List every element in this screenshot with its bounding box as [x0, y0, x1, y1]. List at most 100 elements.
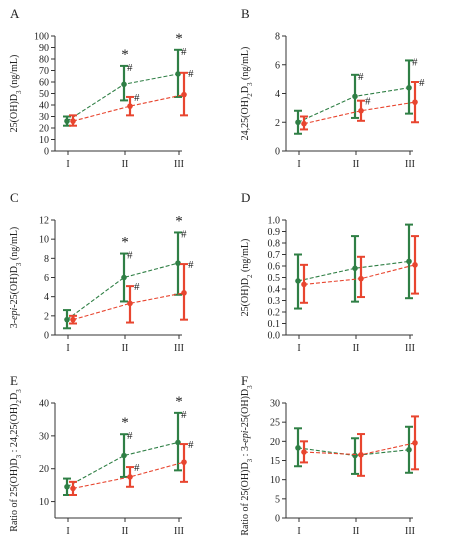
- significance-hash-green: #: [412, 56, 418, 68]
- y-tick-label: 12: [39, 216, 49, 227]
- y-tick-label: 4: [275, 89, 280, 100]
- series-line-green: [66, 73, 179, 122]
- y-tick-label: 100: [34, 32, 49, 43]
- significance-hash-red: #: [365, 96, 371, 108]
- series-line-red: [72, 94, 185, 122]
- data-point-green: [352, 452, 358, 459]
- y-axis-label: Ratio of 25(OH)D3 : 24,25(OH)2D3: [9, 389, 23, 532]
- significance-star: *: [121, 415, 129, 431]
- y-tick-label: 10: [39, 235, 49, 246]
- x-tick-label: II: [353, 159, 360, 170]
- panel-label: C: [10, 190, 19, 205]
- significance-star: *: [121, 235, 129, 251]
- significance-hash-green: #: [181, 46, 187, 58]
- data-point-green: [295, 445, 301, 451]
- y-axis-label: 3-epi-25(OH)D3 (ng/mL): [9, 227, 23, 329]
- y-tick-label: 20: [39, 464, 49, 475]
- data-point-red: [301, 281, 307, 288]
- y-tick-label: 0.1: [268, 319, 281, 330]
- data-point-red: [127, 103, 133, 109]
- y-tick-label: 30: [270, 399, 280, 410]
- data-point-green: [121, 452, 127, 459]
- y-tick-label: 70: [39, 66, 49, 77]
- significance-hash-red: #: [134, 462, 140, 474]
- y-tick-label: 15: [270, 456, 280, 467]
- data-point-green: [175, 71, 181, 77]
- panel-label: D: [241, 190, 250, 205]
- x-tick-label: I: [297, 159, 300, 170]
- data-point-red: [70, 485, 76, 492]
- data-point-red: [412, 440, 418, 446]
- x-tick-label: II: [353, 526, 360, 537]
- data-point-red: [127, 474, 133, 480]
- y-tick-label: 20: [270, 437, 280, 448]
- y-axis-label: 24,25(OH)2D3 (ng/mL): [240, 47, 254, 141]
- y-tick-label: 8: [275, 32, 280, 43]
- y-tick-label: 8: [44, 254, 49, 265]
- panel-label: A: [10, 6, 20, 21]
- panel-label: F: [241, 373, 248, 388]
- x-tick-label: III: [174, 343, 184, 354]
- y-axis-label: 25(OH)D3 (ng/mL): [9, 55, 23, 133]
- y-tick-label: 30: [39, 431, 49, 442]
- y-tick-label: 10: [39, 135, 49, 146]
- data-point-green: [406, 84, 412, 91]
- data-point-green: [175, 439, 181, 446]
- x-tick-label: I: [66, 159, 69, 170]
- significance-hash-red: #: [188, 68, 194, 80]
- series-line-green: [66, 441, 179, 488]
- significance-hash-green: #: [127, 250, 133, 262]
- y-tick-label: 25: [270, 418, 280, 429]
- y-tick-label: 6: [275, 60, 280, 71]
- series-line-green: [297, 260, 410, 282]
- significance-star: *: [175, 394, 183, 410]
- x-tick-label: II: [122, 526, 129, 537]
- significance-star: *: [121, 47, 129, 63]
- x-tick-label: II: [353, 343, 360, 354]
- significance-hash-green: #: [358, 71, 364, 83]
- y-tick-label: 4: [44, 292, 49, 303]
- y-tick-label: 0.5: [268, 273, 281, 284]
- y-tick-label: 90: [39, 43, 49, 54]
- y-tick-label: 6: [44, 273, 49, 284]
- significance-star: *: [175, 213, 183, 229]
- data-point-red: [127, 300, 133, 307]
- y-tick-label: 1.0: [268, 216, 281, 227]
- data-point-red: [358, 107, 364, 114]
- data-point-red: [412, 99, 418, 105]
- significance-hash-red: #: [134, 281, 140, 293]
- data-point-green: [175, 260, 181, 266]
- x-tick-label: III: [174, 526, 184, 537]
- significance-hash-green: #: [127, 430, 133, 442]
- data-point-green: [64, 483, 70, 490]
- y-tick-label: 10: [270, 475, 280, 486]
- series-line-red: [72, 292, 185, 321]
- significance-hash-red: #: [419, 77, 425, 89]
- x-tick-label: III: [405, 526, 415, 537]
- x-tick-label: I: [297, 343, 300, 354]
- y-tick-label: 2: [44, 311, 49, 322]
- y-tick-label: 0.3: [268, 296, 281, 307]
- y-tick-label: 0.2: [268, 308, 281, 319]
- data-point-red: [358, 275, 364, 282]
- y-tick-label: 30: [39, 112, 49, 123]
- series-line-red: [72, 461, 185, 489]
- data-point-red: [181, 459, 187, 465]
- data-point-red: [301, 449, 307, 455]
- data-point-green: [406, 258, 412, 265]
- significance-hash-green: #: [181, 409, 187, 421]
- y-tick-label: 10: [39, 497, 49, 508]
- data-point-green: [121, 274, 127, 281]
- y-tick-label: 0: [275, 147, 280, 158]
- data-point-red: [70, 118, 76, 124]
- panel-d: D0.00.10.20.30.40.50.60.70.80.91.0I II III…: [240, 190, 419, 354]
- data-point-green: [406, 446, 412, 453]
- panel-label: B: [241, 6, 250, 21]
- y-tick-label: 20: [39, 124, 49, 135]
- y-tick-label: 40: [39, 399, 49, 410]
- x-tick-label: III: [174, 159, 184, 170]
